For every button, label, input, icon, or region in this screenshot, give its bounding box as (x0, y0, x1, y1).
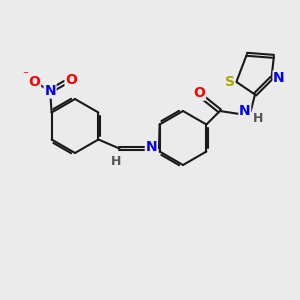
Text: N: N (239, 104, 250, 118)
Text: ⁻: ⁻ (22, 70, 28, 80)
Text: O: O (28, 76, 40, 89)
Text: O: O (194, 86, 206, 100)
Text: N: N (146, 140, 157, 154)
Text: S: S (225, 75, 235, 89)
Text: O: O (65, 73, 77, 86)
Text: H: H (111, 154, 122, 168)
Text: N: N (44, 84, 56, 98)
Text: H: H (253, 112, 263, 125)
Text: N: N (273, 71, 285, 85)
